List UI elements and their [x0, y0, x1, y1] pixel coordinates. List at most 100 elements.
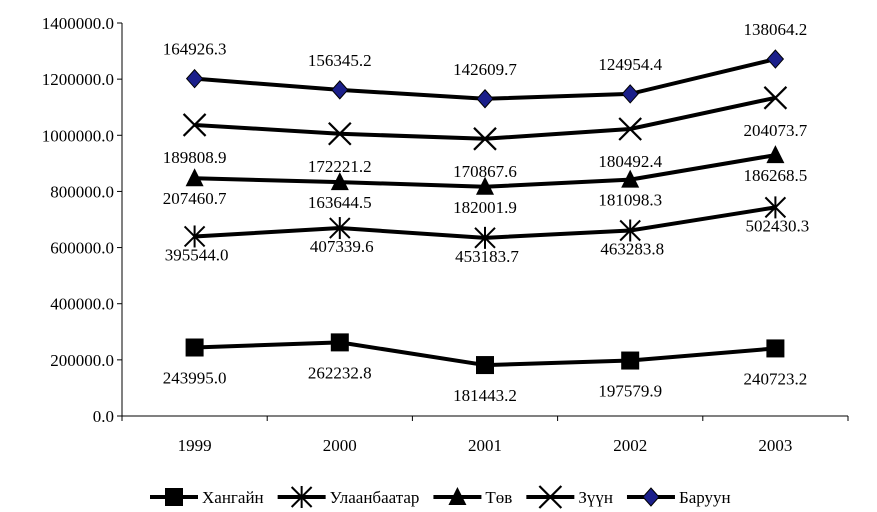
legend-label: Баруун: [679, 488, 731, 507]
axes: 0.0 200000.0 400000.0 600000.0 800000.0 10000…: [42, 14, 849, 455]
series-group: [182, 49, 788, 375]
y-tick-label: 600000.0: [50, 239, 114, 258]
x-tick-label: 1999: [178, 436, 212, 455]
data-label: 186268.5: [744, 166, 808, 185]
triangle-marker-shape: [185, 168, 204, 187]
data-point: [330, 172, 349, 191]
data-label: 138064.2: [744, 20, 808, 39]
data-point: [763, 86, 788, 110]
square-marker-shape: [185, 338, 204, 357]
data-point: [473, 127, 497, 151]
data-label: 207460.7: [163, 189, 227, 208]
x-tick-label: 2002: [613, 436, 647, 455]
data-point: [476, 176, 494, 195]
x-marker-stroke: [763, 86, 788, 110]
diamond-marker-shape: [621, 84, 639, 104]
legend-item: Улаанбаатар: [277, 486, 420, 508]
data-label: 181443.2: [453, 386, 517, 405]
legend-item: Баруун: [626, 487, 731, 507]
data-point: [331, 80, 349, 100]
data-label: 182001.9: [453, 198, 517, 217]
data-point: [185, 68, 204, 89]
data-label: 156345.2: [308, 51, 372, 70]
data-label: 463283.8: [600, 239, 664, 258]
square-marker-shape: [476, 356, 494, 375]
data-point: [766, 339, 785, 358]
legend-marker: [165, 488, 183, 506]
diamond-marker-shape: [642, 487, 660, 507]
data-point: [476, 89, 494, 109]
y-tick-label: 400000.0: [50, 295, 114, 314]
square-marker-shape: [621, 351, 640, 370]
data-point: [185, 168, 204, 187]
legend-label: Улаанбаатар: [330, 488, 420, 507]
legend-item: Төв: [433, 487, 512, 507]
data-point: [621, 84, 639, 104]
x-tick-label: 2000: [323, 436, 357, 455]
data-label: 180492.4: [598, 152, 662, 171]
data-point: [766, 49, 785, 69]
x-tick-label: 2003: [758, 436, 792, 455]
legend-marker: [290, 486, 313, 508]
y-tick-label: 1200000.0: [42, 70, 114, 89]
data-labels: 243995.0 262232.8 181443.2 197579.9 240723.2…: [163, 20, 810, 405]
legend-label: Хангайн: [202, 488, 264, 507]
legend-marker: [448, 487, 467, 505]
y-tick-label: 800000.0: [50, 182, 114, 201]
triangle-marker-shape: [448, 487, 467, 505]
legend-label: Төв: [485, 488, 512, 507]
data-point: [329, 217, 351, 240]
data-point: [185, 338, 204, 357]
x-marker-stroke: [538, 485, 563, 509]
diamond-marker-shape: [476, 89, 494, 109]
triangle-marker-shape: [476, 176, 494, 195]
data-point: [474, 226, 496, 249]
y-tick-label: 1400000.0: [42, 14, 114, 33]
data-point: [476, 356, 494, 375]
data-label: 243995.0: [163, 369, 227, 388]
data-point: [621, 169, 640, 188]
x-marker-stroke: [182, 113, 207, 137]
data-label: 197579.9: [598, 382, 662, 401]
legend-marker: [538, 485, 563, 509]
data-point: [764, 196, 787, 219]
data-point: [618, 117, 642, 141]
data-point: [621, 351, 640, 370]
legend-marker: [642, 487, 660, 507]
x-marker-stroke: [328, 121, 352, 146]
data-label: 124954.4: [598, 55, 662, 74]
data-label: 189808.9: [163, 148, 227, 167]
data-label: 181098.3: [598, 191, 662, 210]
triangle-marker-shape: [330, 172, 349, 191]
data-point: [766, 145, 785, 164]
diamond-marker-shape: [185, 68, 204, 89]
data-label: 164926.3: [163, 40, 227, 59]
square-marker-shape: [330, 333, 349, 352]
data-label: 502430.3: [746, 216, 810, 235]
square-marker-shape: [766, 339, 785, 358]
diamond-marker-shape: [331, 80, 349, 100]
legend-label: Зүүн: [578, 488, 613, 507]
data-label: 262232.8: [308, 363, 372, 382]
data-point: [182, 113, 207, 137]
data-point: [330, 333, 349, 352]
data-label: 240723.2: [744, 369, 808, 388]
data-point: [619, 219, 641, 242]
data-point: [183, 225, 206, 248]
data-label: 172221.2: [308, 157, 372, 176]
data-label: 170867.6: [453, 162, 517, 181]
diamond-marker-shape: [766, 49, 785, 69]
x-marker-stroke: [473, 127, 497, 151]
x-marker-stroke: [618, 117, 642, 141]
data-label: 204073.7: [744, 121, 808, 140]
data-label: 163644.5: [308, 193, 372, 212]
data-point: [328, 121, 352, 146]
data-label: 407339.6: [310, 237, 374, 256]
y-tick-label: 200000.0: [50, 351, 114, 370]
data-label: 395544.0: [165, 245, 229, 264]
y-tick-label: 0.0: [93, 407, 114, 426]
y-tick-label: 1000000.0: [42, 126, 114, 145]
legend-item: Хангайн: [150, 488, 264, 507]
triangle-marker-shape: [621, 169, 640, 188]
